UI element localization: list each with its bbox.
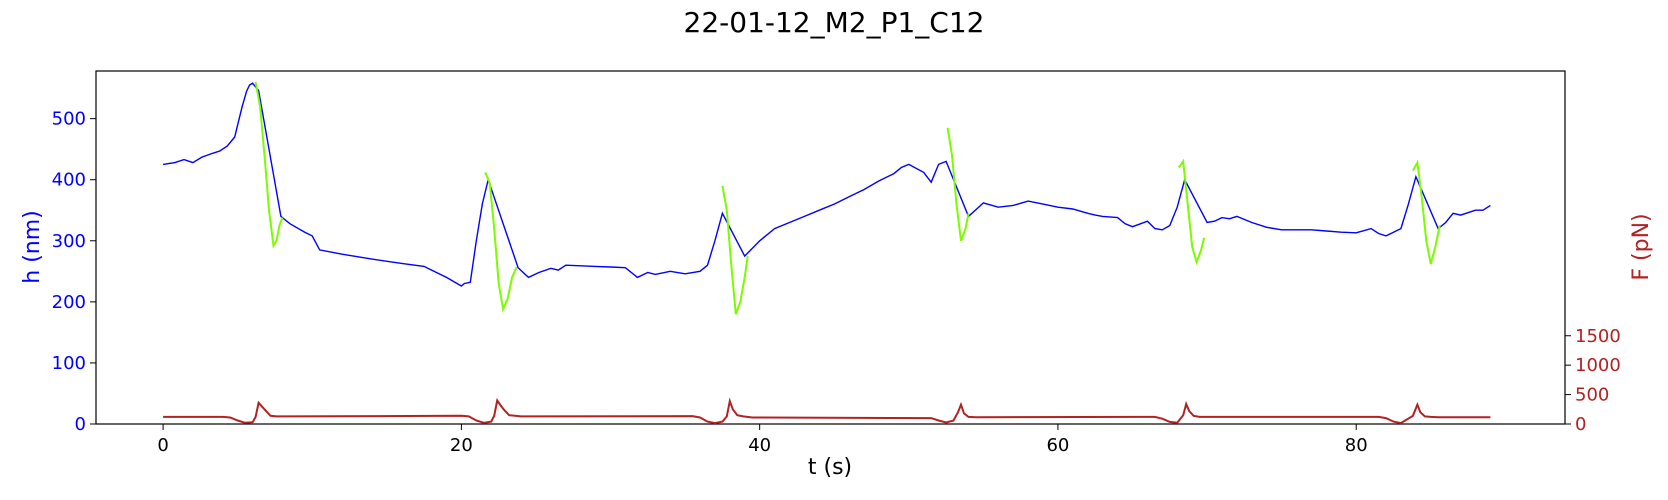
force-series-path	[163, 397, 1491, 425]
x-tick-label: 20	[450, 435, 473, 456]
y-right-tick-label: 1000	[1575, 355, 1621, 376]
compression-segment-3	[721, 185, 749, 315]
y-right-axis-ticks: 0 500 1000 1500	[1565, 326, 1621, 435]
x-tick-label: 80	[1345, 435, 1368, 456]
x-tick-label: 40	[748, 435, 771, 456]
plot-frame	[95, 70, 1566, 425]
h-series-path	[162, 82, 1491, 287]
y-left-tick-label: 400	[52, 170, 86, 191]
y-right-tick-label: 1500	[1575, 326, 1621, 347]
compression-segment-1	[254, 81, 284, 249]
compression-segment-6	[1412, 159, 1441, 265]
x-axis-title: t (s)	[808, 455, 852, 480]
h-series-line	[162, 82, 1491, 287]
compression-segment-5	[1177, 158, 1206, 266]
y-left-axis-ticks: 0 100 200 300 400 500	[52, 109, 96, 435]
x-axis-ticks: 0 20 40 60 80	[157, 424, 1368, 456]
compression-segment-4	[946, 127, 970, 242]
force-series-line	[163, 397, 1491, 425]
y-left-tick-label: 100	[52, 353, 86, 374]
y-left-tick-label: 0	[75, 414, 86, 435]
y-left-tick-label: 200	[52, 292, 86, 313]
y-left-tick-label: 500	[52, 109, 86, 130]
compression-segments	[254, 81, 1441, 315]
y-right-tick-label: 0	[1575, 414, 1586, 435]
x-tick-label: 60	[1046, 435, 1069, 456]
y-right-axis-title: F (pN)	[1629, 213, 1654, 280]
chart-title: 22-01-12_M2_P1_C12	[684, 6, 985, 39]
y-right-tick-label: 500	[1575, 385, 1609, 406]
y-left-tick-label: 300	[52, 231, 86, 252]
y-left-axis-title: h (nm)	[20, 210, 45, 283]
x-tick-label: 0	[157, 435, 168, 456]
compression-segment-2	[484, 172, 518, 313]
